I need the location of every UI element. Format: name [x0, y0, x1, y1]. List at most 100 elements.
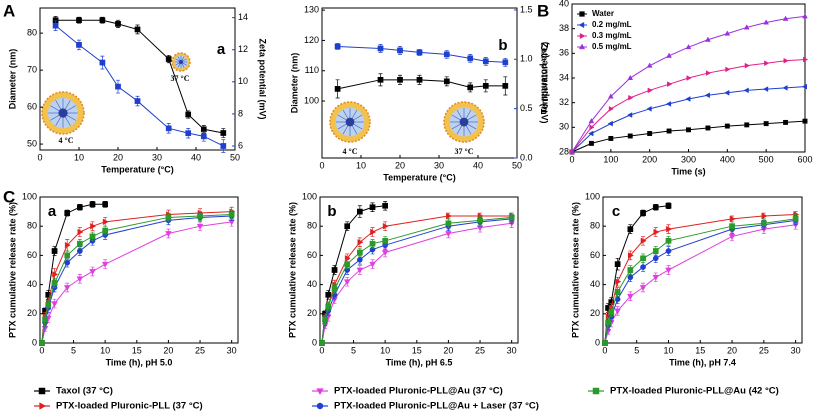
marker: [356, 267, 364, 274]
annotation: 37 °C: [455, 147, 474, 156]
y-axis-title: Diameter (nm): [7, 49, 17, 110]
marker: [666, 52, 672, 58]
marker: [782, 15, 789, 21]
y2-tick-label: 1.5: [520, 4, 533, 14]
marker: [344, 223, 351, 230]
marker: [325, 303, 332, 310]
y-axis-title: Temperature (°C): [539, 42, 549, 114]
legend-label: 0.5 mg/mL: [592, 42, 632, 51]
marker: [614, 308, 621, 315]
y-axis-title: PTX cumulative release rate (%): [7, 202, 17, 338]
marker: [763, 121, 769, 127]
marker: [652, 255, 659, 262]
marker: [666, 128, 672, 134]
marker: [652, 274, 660, 281]
marker: [39, 340, 45, 346]
marker: [343, 279, 351, 286]
x-tick-label: 30: [791, 345, 801, 355]
x-tick-label: 10: [380, 345, 390, 355]
marker: [608, 135, 614, 141]
x-tick-label: 50: [512, 160, 522, 170]
marker: [705, 125, 711, 131]
legend-swatch: [579, 32, 586, 40]
y-tick-label: 120: [304, 35, 319, 45]
y-tick-label: 0: [312, 337, 317, 347]
marker: [724, 30, 731, 36]
legend-label: 0.3 mg/mL: [592, 31, 632, 40]
y-tick-label: 80: [27, 221, 37, 231]
marker: [76, 42, 82, 48]
marker: [665, 237, 672, 244]
y2-tick-label: 10: [238, 76, 248, 86]
y-tick-label: 60: [27, 101, 37, 111]
marker: [627, 112, 633, 118]
legend-swatch: [579, 11, 585, 17]
marker: [325, 291, 332, 298]
marker: [640, 264, 646, 270]
marker: [792, 216, 799, 222]
x-tick-label: 600: [797, 154, 812, 164]
marker: [319, 340, 325, 346]
marker: [76, 17, 82, 24]
marker: [344, 261, 351, 268]
x-axis-title: Time (h), pH 5.0: [106, 357, 173, 367]
legend-swatch: [39, 402, 47, 410]
marker: [665, 267, 672, 274]
x-tick-label: 0: [39, 345, 44, 355]
marker: [377, 76, 384, 83]
x-tick-label: 30: [152, 152, 162, 162]
marker: [165, 214, 172, 221]
plot-frame: [602, 196, 803, 344]
marker: [627, 133, 633, 139]
marker: [357, 238, 364, 246]
marker: [761, 220, 767, 227]
panel-sub-letter: a: [217, 41, 226, 58]
marker: [51, 248, 58, 254]
plot-frame: [319, 196, 519, 344]
marker: [77, 228, 84, 236]
marker: [724, 123, 730, 129]
x-tick-label: 10: [356, 160, 366, 170]
marker: [666, 225, 673, 233]
x-tick-label: 0: [319, 160, 324, 170]
x-tick-label: 25: [475, 345, 485, 355]
marker: [802, 56, 809, 63]
panel-sub-letter: c: [612, 203, 620, 220]
marker: [761, 212, 768, 220]
marker: [646, 105, 652, 112]
y-tick-label: 30: [559, 122, 569, 132]
marker: [397, 76, 403, 83]
annotation: 4 °C: [59, 136, 74, 145]
y-tick-label: 40: [307, 279, 317, 289]
marker: [89, 269, 96, 276]
legend-label: Taxol (37 °C): [56, 386, 113, 397]
marker: [357, 256, 363, 263]
plot-frame: [321, 7, 518, 159]
marker: [764, 60, 770, 67]
marker: [228, 211, 235, 218]
x-tick-label: 5: [71, 345, 76, 355]
marker: [99, 17, 106, 24]
marker: [381, 250, 389, 257]
marker: [647, 87, 653, 94]
marker: [334, 86, 341, 92]
marker: [627, 267, 634, 273]
marker: [482, 83, 489, 89]
marker: [686, 75, 692, 81]
nanoparticle-illustration: [459, 117, 469, 127]
x-tick-label: 20: [727, 345, 737, 355]
x-tick-label: 10: [100, 345, 110, 355]
x-tick-label: 0: [569, 154, 574, 164]
marker: [357, 249, 363, 256]
marker: [743, 87, 749, 94]
marker: [467, 84, 474, 91]
marker: [445, 220, 452, 227]
y-tick-label: 100: [585, 191, 600, 201]
y-tick-label: 110: [305, 65, 319, 75]
marker: [763, 19, 770, 25]
y-tick-label: 40: [559, 0, 569, 8]
marker: [467, 55, 474, 62]
marker: [397, 47, 403, 54]
marker: [102, 218, 109, 226]
